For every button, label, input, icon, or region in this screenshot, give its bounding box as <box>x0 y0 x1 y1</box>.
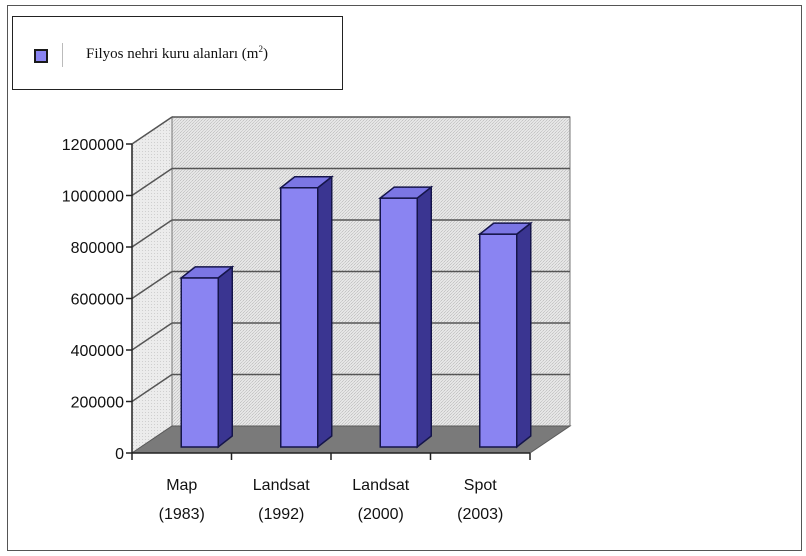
axes: 0 200000 400000 600000 800000 1000000 1200000 M… <box>62 137 531 523</box>
y-tick-label: 800000 <box>71 240 124 257</box>
gridline-side <box>131 116 173 145</box>
bar-top <box>378 186 434 199</box>
bar <box>280 187 319 448</box>
legend-divider <box>62 43 63 67</box>
bar-top <box>477 222 533 235</box>
bar-side <box>217 265 233 449</box>
x-tick-label: Landsat <box>352 477 409 494</box>
gridline-side <box>131 167 173 197</box>
y-tick-label: 0 <box>115 446 124 463</box>
y-tick-label: 400000 <box>71 343 124 360</box>
y-tick-label: 1200000 <box>62 137 124 154</box>
x-tick-label: Spot <box>464 477 497 494</box>
bar <box>180 277 219 448</box>
bar-side <box>317 175 333 449</box>
legend-swatch <box>34 49 48 63</box>
gridline-side <box>131 322 173 351</box>
x-tick-label: (1983) <box>159 506 205 523</box>
bars <box>179 175 533 449</box>
gridline-side <box>131 373 173 403</box>
y-tick-label: 200000 <box>71 395 124 412</box>
bar-side <box>516 221 532 449</box>
x-tick-label: Map <box>166 477 197 494</box>
x-tick-label: Landsat <box>253 477 310 494</box>
bar <box>379 197 418 448</box>
legend-label: Filyos nehri kuru alanları (m2) <box>86 44 268 62</box>
x-tick-label: (2003) <box>457 506 503 523</box>
bar-top <box>179 266 235 279</box>
gridline-side <box>131 219 173 248</box>
y-tick-label: 600000 <box>71 292 124 309</box>
x-tick-label: (1992) <box>258 506 304 523</box>
bar-side <box>416 185 432 449</box>
bar-top <box>278 176 334 189</box>
legend: Filyos nehri kuru alanları (m2) <box>12 16 343 90</box>
gridline-side <box>131 270 173 300</box>
y-tick-label: 1000000 <box>62 189 124 206</box>
x-tick-label: (2000) <box>358 506 404 523</box>
bar <box>479 233 518 448</box>
